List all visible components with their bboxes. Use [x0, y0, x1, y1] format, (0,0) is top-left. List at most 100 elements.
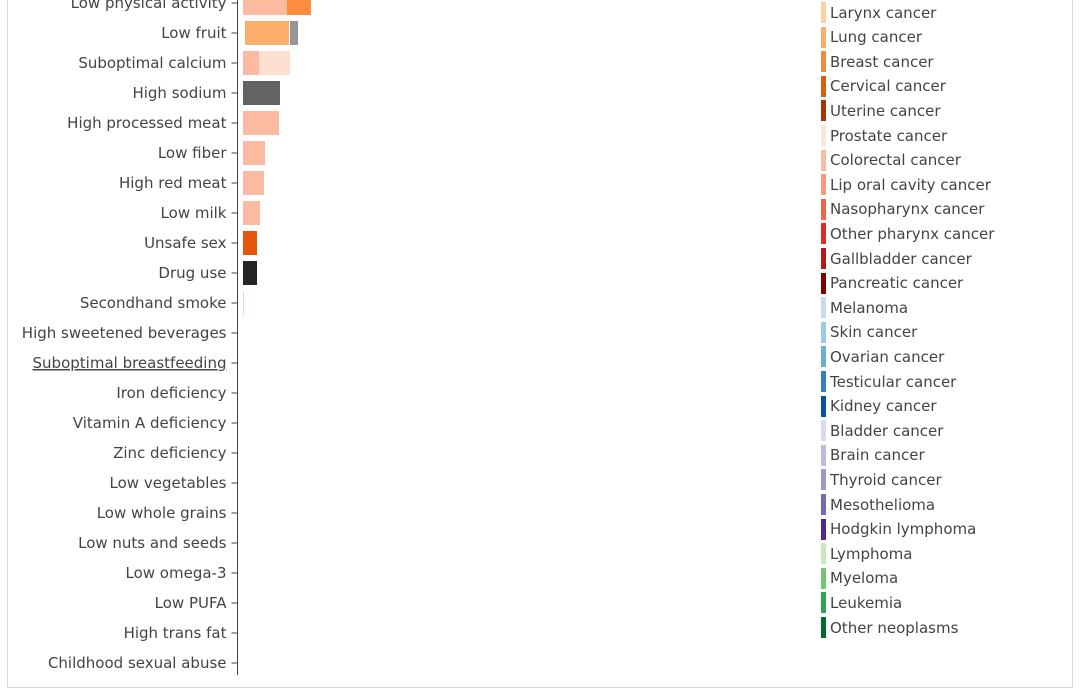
legend-label: Melanoma — [830, 298, 909, 317]
bar-segment[interactable] — [259, 51, 290, 75]
y-tick-label: High trans fat — [124, 624, 227, 642]
legend-swatch — [821, 592, 826, 614]
legend-label: Thyroid cancer — [830, 470, 942, 489]
bar-segment[interactable] — [243, 171, 264, 195]
legend-item[interactable]: Thyroid cancer — [821, 469, 942, 491]
y-tick-label: Low PUFA — [155, 594, 228, 612]
legend-swatch — [821, 75, 826, 97]
y-tick-label[interactable]: Suboptimal breastfeeding — [33, 354, 227, 372]
y-tick-label: Iron deficiency — [116, 384, 226, 402]
bar-segment[interactable] — [243, 141, 265, 165]
legend-label: Lung cancer — [830, 28, 922, 47]
y-tick-label: Low vegetables — [110, 474, 227, 492]
legend-swatch — [821, 371, 826, 392]
legend-label: Cervical cancer — [830, 77, 946, 96]
y-tick-label: Unsafe sex — [144, 234, 227, 252]
legend-item[interactable]: Hodgkin lymphoma — [821, 518, 977, 540]
legend-item[interactable]: Pancreatic cancer — [821, 272, 963, 294]
legend-item[interactable]: Myeloma — [821, 567, 899, 589]
y-tick-label: High processed meat — [67, 114, 226, 132]
bar-segment[interactable] — [290, 21, 298, 45]
y-tick-label: Childhood sexual abuse — [48, 654, 227, 672]
legend-swatch — [821, 51, 826, 73]
legend-item[interactable]: Skin cancer — [821, 321, 918, 343]
legend-label: Mesothelioma — [830, 495, 936, 514]
legend-item[interactable]: Other neoplasms — [821, 617, 958, 638]
legend-item[interactable]: Leukemia — [821, 592, 903, 614]
legend-label: Prostate cancer — [830, 126, 948, 145]
legend-label: Uterine cancer — [830, 101, 941, 120]
legend-swatch — [821, 272, 826, 294]
legend-label: Testicular cancer — [830, 372, 957, 391]
legend-label: Lip oral cavity cancer — [830, 175, 991, 194]
legend-label: Nasopharynx cancer — [830, 200, 985, 219]
legend-swatch — [821, 26, 826, 48]
legend-item[interactable]: Breast cancer — [821, 51, 934, 73]
legend-item[interactable]: Cervical cancer — [821, 75, 946, 97]
legend-label: Leukemia — [830, 593, 903, 612]
bar-segment[interactable] — [243, 81, 280, 105]
y-tick-label: High sodium — [132, 84, 226, 102]
legend-swatch — [821, 198, 826, 220]
y-tick-label: Low nuts and seeds — [78, 534, 227, 552]
legend-item[interactable]: Mesothelioma — [821, 494, 935, 515]
legend-swatch — [821, 223, 826, 245]
legend-swatch — [821, 321, 826, 343]
legend-swatch — [821, 420, 826, 442]
y-tick-label: Low milk — [161, 204, 227, 222]
bar-segment[interactable] — [243, 261, 257, 285]
legend-label: Bladder cancer — [830, 421, 944, 440]
legend-item[interactable]: Uterine cancer — [821, 100, 941, 122]
legend-label: Breast cancer — [830, 52, 934, 71]
y-tick-label: Low whole grains — [97, 504, 227, 522]
legend-swatch — [821, 518, 826, 540]
legend-swatch — [821, 494, 826, 515]
legend-item[interactable]: Lung cancer — [821, 26, 922, 48]
bar-segment[interactable] — [245, 21, 289, 45]
bar-segment[interactable] — [243, 111, 279, 135]
legend-swatch — [821, 543, 826, 565]
legend-item[interactable]: Brain cancer — [821, 444, 925, 466]
legend-swatch — [821, 567, 826, 589]
y-tick-label: Zinc deficiency — [113, 444, 227, 462]
legend-item[interactable]: Lymphoma — [821, 543, 913, 565]
legend-item[interactable]: Gallbladder cancer — [821, 248, 972, 269]
bar-segment[interactable] — [243, 201, 260, 225]
legend-item[interactable]: Bladder cancer — [821, 420, 944, 442]
bar-segment[interactable] — [243, 51, 259, 75]
legend-label: Lymphoma — [830, 544, 913, 563]
legend-item[interactable]: Other pharynx cancer — [821, 223, 995, 245]
y-tick-label: Vitamin A deficiency — [73, 414, 227, 432]
bar-segment[interactable] — [243, 291, 244, 315]
legend-item[interactable]: Kidney cancer — [821, 395, 937, 417]
legend-swatch — [821, 125, 826, 146]
legend-item[interactable]: Melanoma — [821, 297, 909, 319]
legend-swatch — [821, 444, 826, 466]
legend-item[interactable]: Testicular cancer — [821, 371, 956, 392]
y-tick-label: High red meat — [119, 174, 227, 192]
bar-segment[interactable] — [243, 231, 257, 255]
legend-item[interactable]: Larynx cancer — [821, 2, 936, 23]
legend-item[interactable]: Nasopharynx cancer — [821, 198, 985, 220]
legend-item[interactable]: Lip oral cavity cancer — [821, 174, 991, 196]
legend-swatch — [821, 346, 826, 368]
y-tick-label: Low omega-3 — [126, 564, 227, 582]
legend-label: Larynx cancer — [830, 3, 937, 22]
legend-label: Gallbladder cancer — [830, 249, 972, 268]
legend-swatch — [821, 174, 826, 196]
legend-label: Hodgkin lymphoma — [830, 520, 977, 539]
legend-label: Other pharynx cancer — [830, 224, 995, 243]
legend-item[interactable]: Ovarian cancer — [821, 346, 944, 368]
legend-swatch — [821, 469, 826, 491]
y-tick-label: Low physical activity — [71, 0, 227, 12]
legend-label: Skin cancer — [830, 323, 918, 342]
legend-item[interactable]: Colorectal cancer — [821, 149, 961, 171]
legend-swatch — [821, 297, 826, 319]
bar-segment[interactable] — [243, 0, 287, 15]
bar-segment[interactable] — [287, 0, 311, 15]
legend-swatch — [821, 248, 826, 269]
legend-label: Myeloma — [830, 569, 899, 588]
legend-item[interactable]: Prostate cancer — [821, 125, 947, 146]
y-tick-label: Low fruit — [161, 24, 226, 42]
